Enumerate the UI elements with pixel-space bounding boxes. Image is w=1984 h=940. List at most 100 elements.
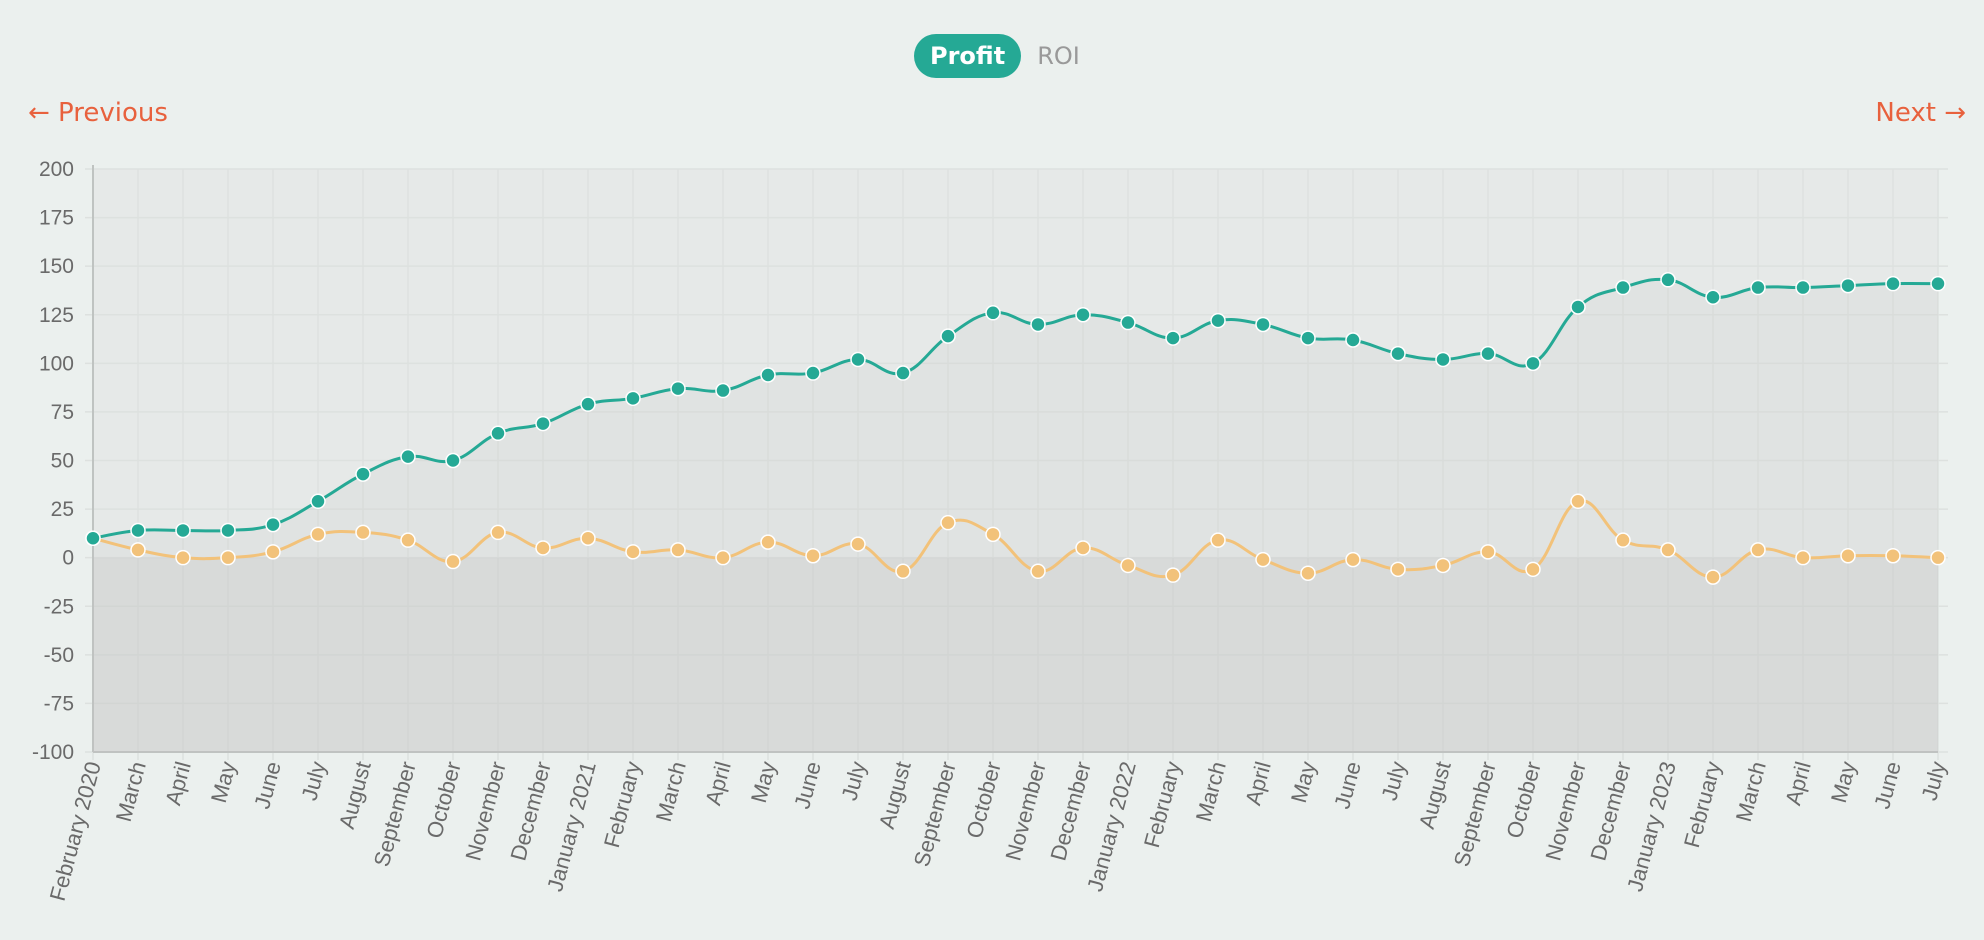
profit-point [1030, 316, 1046, 333]
roi-point [1885, 547, 1901, 564]
profit-point [1075, 307, 1091, 323]
profit-point [1930, 275, 1946, 292]
x-tick-label: July [297, 759, 331, 803]
roi-point [535, 540, 551, 556]
x-tick-label: August [1414, 759, 1456, 832]
metric-toggle: Profit ROI [914, 34, 1082, 78]
profit-point [1750, 279, 1766, 296]
profit-point [400, 448, 416, 465]
profit-point [1300, 330, 1316, 346]
roi-point [1570, 493, 1586, 510]
x-tick-label: February [599, 759, 646, 851]
x-tick-label: March [1731, 759, 1771, 825]
negative-area [93, 557, 1938, 752]
profit-point [1795, 279, 1811, 296]
profit-point [490, 425, 506, 442]
x-tick-label: March [111, 759, 151, 825]
roi-point [1660, 542, 1676, 558]
next-link[interactable]: Next → [1875, 98, 1966, 128]
x-tick-label: September [909, 759, 961, 869]
roi-point [1030, 563, 1046, 580]
profit-point [1435, 351, 1451, 368]
profit-point [670, 380, 686, 397]
x-tick-label: April [1240, 759, 1276, 808]
profit-point [940, 328, 956, 344]
profit-point [985, 305, 1001, 321]
profit-point [850, 351, 866, 368]
profit-point [1210, 312, 1226, 329]
x-tick-label: September [369, 759, 421, 869]
y-tick-label: 25 [51, 498, 74, 521]
x-tick-label: November [1540, 759, 1590, 863]
roi-point [715, 549, 731, 566]
roi-point [1795, 549, 1811, 566]
roi-point [670, 542, 686, 558]
roi-point [940, 514, 956, 531]
roi-point [175, 549, 191, 566]
profit-point [265, 516, 281, 533]
profit-point [355, 466, 371, 482]
y-tick-label: 150 [39, 255, 74, 278]
x-tick-label: June [789, 759, 825, 812]
y-tick-label: 75 [51, 401, 74, 424]
roi-point [1165, 567, 1181, 583]
roi-point [1525, 561, 1541, 578]
profit-point [220, 522, 236, 539]
y-tick-label: 200 [39, 158, 74, 181]
roi-point [895, 563, 911, 580]
roi-point [1345, 551, 1361, 568]
roi-point [985, 526, 1001, 543]
roi-point [1075, 540, 1091, 556]
x-tick-label: May [746, 759, 781, 806]
roi-point [1390, 561, 1406, 578]
x-tick-label: October [421, 759, 465, 841]
roi-point [1210, 532, 1226, 548]
roi-point [445, 553, 461, 570]
profit-point [1615, 279, 1631, 296]
x-tick-label: April [160, 759, 196, 808]
roi-point [1255, 551, 1271, 568]
roi-point [1480, 544, 1496, 560]
roi-point [1615, 532, 1631, 548]
profit-point [1480, 345, 1496, 362]
roi-point [1435, 557, 1451, 574]
y-tick-label: -75 [44, 692, 74, 715]
profit-tab[interactable]: Profit [914, 34, 1022, 78]
profit-point [1660, 272, 1676, 288]
roi-point [1840, 547, 1856, 564]
roi-point [805, 547, 821, 564]
x-tick-label: February [1679, 759, 1726, 851]
x-tick-label: May [206, 759, 241, 806]
x-tick-label: May [1826, 759, 1861, 806]
profit-point [175, 522, 191, 539]
profit-point [1165, 330, 1181, 346]
profit-point [1705, 289, 1721, 306]
x-tick-label: June [249, 759, 285, 812]
roi-point [1705, 569, 1721, 585]
x-tick-label: July [837, 759, 871, 803]
roi-point [490, 524, 506, 541]
roi-point [580, 530, 596, 546]
profit-point [805, 365, 821, 381]
previous-link[interactable]: ← Previous [28, 98, 168, 128]
x-tick-label: August [334, 759, 376, 832]
x-tick-label: December [505, 759, 555, 863]
roi-point [220, 549, 236, 566]
roi-point [760, 534, 776, 550]
profit-area [93, 279, 1938, 752]
roi-point [1750, 542, 1766, 558]
x-tick-label: September [1449, 759, 1501, 869]
roi-point [310, 526, 326, 543]
x-tick-label: November [460, 759, 510, 863]
x-tick-label: April [1780, 759, 1816, 808]
roi-tab[interactable]: ROI [1035, 34, 1082, 78]
profit-point [1345, 332, 1361, 348]
x-tick-label: October [961, 759, 1005, 841]
profit-point [1525, 355, 1541, 372]
profit-point [310, 493, 326, 510]
roi-point [1930, 549, 1946, 566]
x-tick-label: May [1286, 759, 1321, 806]
y-tick-label: -100 [32, 741, 74, 764]
y-tick-label: -25 [44, 595, 74, 618]
x-tick-label: August [874, 759, 916, 832]
